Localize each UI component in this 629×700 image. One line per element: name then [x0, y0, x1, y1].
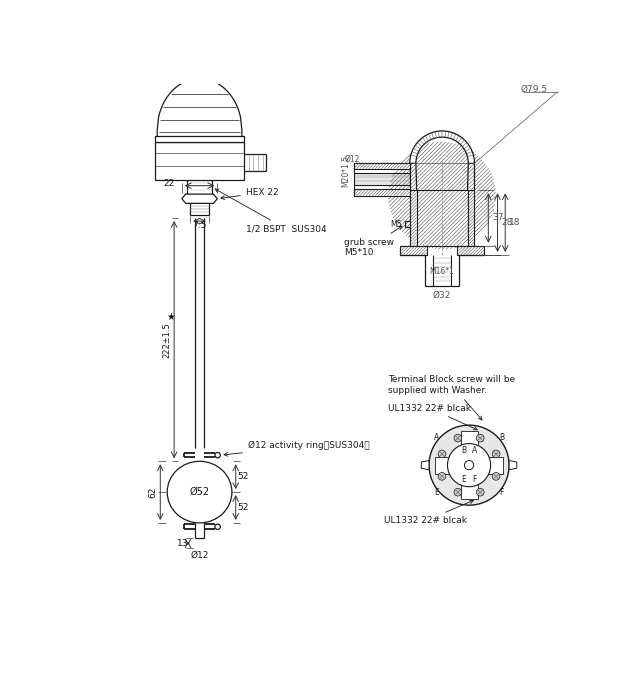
- Text: ★: ★: [167, 312, 175, 321]
- Bar: [467, 190, 474, 246]
- Bar: [409, 190, 416, 246]
- Polygon shape: [460, 466, 477, 499]
- Text: Ø52: Ø52: [189, 487, 209, 497]
- Text: M5: M5: [390, 220, 402, 229]
- Circle shape: [215, 524, 220, 529]
- Text: 52: 52: [237, 503, 248, 512]
- Polygon shape: [435, 456, 469, 474]
- Polygon shape: [469, 456, 503, 474]
- Bar: [353, 162, 409, 169]
- Text: A: A: [472, 446, 477, 455]
- Text: HEX 22: HEX 22: [221, 188, 279, 199]
- Circle shape: [438, 450, 446, 458]
- Bar: [353, 190, 409, 195]
- Text: 13: 13: [177, 539, 188, 548]
- Text: 7.5: 7.5: [192, 221, 207, 230]
- Bar: [209, 75, 221, 83]
- Polygon shape: [409, 131, 474, 163]
- Text: 28: 28: [501, 218, 513, 227]
- Text: UL1332 22# blcak: UL1332 22# blcak: [384, 500, 474, 525]
- Polygon shape: [182, 194, 217, 203]
- Circle shape: [464, 461, 474, 470]
- Text: 37: 37: [492, 214, 503, 223]
- Text: Ø79.5: Ø79.5: [521, 85, 548, 94]
- Polygon shape: [157, 78, 242, 141]
- Text: Ø12: Ø12: [191, 551, 209, 560]
- Text: M16*1: M16*1: [430, 267, 455, 276]
- Text: M20*1.5: M20*1.5: [342, 155, 350, 188]
- Circle shape: [429, 425, 509, 505]
- Text: grub screw
M5*10: grub screw M5*10: [344, 226, 402, 257]
- Text: Ø12 activity ring（SUS304）: Ø12 activity ring（SUS304）: [224, 441, 370, 456]
- Circle shape: [476, 434, 484, 442]
- Text: 18: 18: [509, 218, 520, 227]
- Bar: [155, 136, 244, 141]
- Ellipse shape: [167, 461, 232, 523]
- Text: Ø32: Ø32: [433, 290, 451, 300]
- Text: F: F: [499, 489, 504, 498]
- Text: 1/2 BSPT  SUS304: 1/2 BSPT SUS304: [215, 189, 326, 233]
- Text: BP4 Termnal block: BP4 Termnal block: [0, 699, 1, 700]
- Text: 52: 52: [237, 473, 248, 481]
- Text: F: F: [472, 475, 477, 484]
- Text: A: A: [434, 433, 439, 442]
- Text: UL1332 22# blcak: UL1332 22# blcak: [388, 404, 477, 430]
- Text: 222±1.5: 222±1.5: [163, 322, 172, 358]
- Polygon shape: [460, 431, 477, 466]
- Text: E: E: [462, 475, 466, 484]
- Circle shape: [447, 444, 491, 486]
- Circle shape: [438, 473, 446, 480]
- Polygon shape: [509, 461, 517, 470]
- Bar: [155, 141, 244, 180]
- Text: 22: 22: [164, 178, 175, 188]
- Bar: [457, 246, 484, 255]
- Circle shape: [454, 489, 462, 496]
- Polygon shape: [421, 461, 429, 470]
- Text: Ø12: Ø12: [344, 155, 360, 164]
- Circle shape: [454, 434, 462, 442]
- Circle shape: [493, 450, 500, 458]
- Text: 62: 62: [149, 486, 158, 498]
- Text: E: E: [435, 489, 439, 498]
- Circle shape: [215, 452, 220, 458]
- Circle shape: [476, 489, 484, 496]
- Bar: [193, 75, 206, 83]
- Text: B: B: [461, 446, 466, 455]
- Bar: [178, 75, 191, 83]
- Text: Terminal Block screw will be
supplied with Washer.: Terminal Block screw will be supplied wi…: [388, 375, 515, 420]
- Bar: [400, 246, 426, 255]
- Circle shape: [493, 473, 500, 480]
- Text: B: B: [499, 433, 504, 442]
